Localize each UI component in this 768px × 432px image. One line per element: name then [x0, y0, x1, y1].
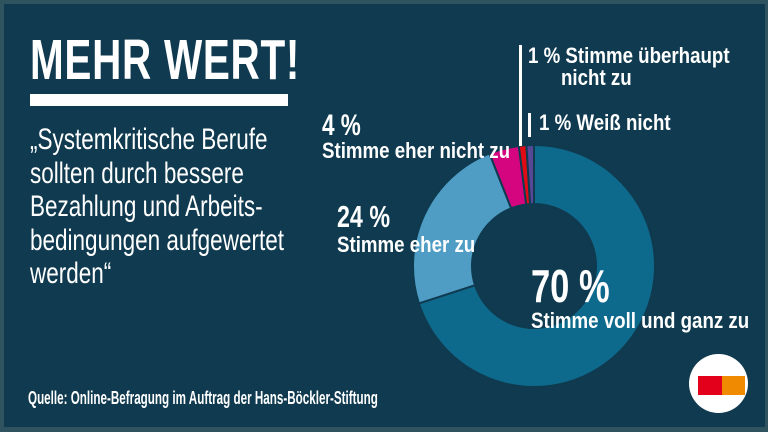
quote-text: „Systemkritische Berufe sollten durch be…: [30, 123, 284, 290]
callout-line-ueberhaupt-nicht-zu: [519, 45, 522, 146]
callout-tick-weiss-nicht: [528, 113, 531, 137]
donut-segment-1: [417, 143, 656, 388]
logo-red-block: [697, 376, 722, 395]
donut-segment-2: [412, 152, 513, 305]
label-70-percent-value: 70 %: [531, 260, 610, 312]
page-title: MEHR WERT!: [30, 28, 301, 92]
donut-segment-5: [525, 143, 535, 206]
label-1-percent-ueberhaupt-line2: nicht zu: [561, 65, 632, 90]
title-underline: [30, 94, 288, 106]
source-caption: Quelle: Online-Befragung im Auftrag der …: [28, 387, 378, 408]
label-4-percent-text: Stimme eher nicht zu: [322, 138, 511, 163]
label-1-percent-ueberhaupt-line1: 1 % Stimme überhaupt: [528, 43, 730, 68]
logo-orange-block: [721, 376, 745, 395]
hans-boeckler-logo: [689, 354, 748, 413]
label-70-percent-text: Stimme voll und ganz zu: [531, 308, 750, 333]
label-1-percent-weiss-nicht: 1 % Weiß nicht: [539, 110, 671, 135]
label-24-percent-value: 24 %: [337, 199, 391, 234]
label-4-percent-value: 4 %: [322, 109, 361, 142]
label-24-percent-text: Stimme eher zu: [337, 232, 476, 257]
